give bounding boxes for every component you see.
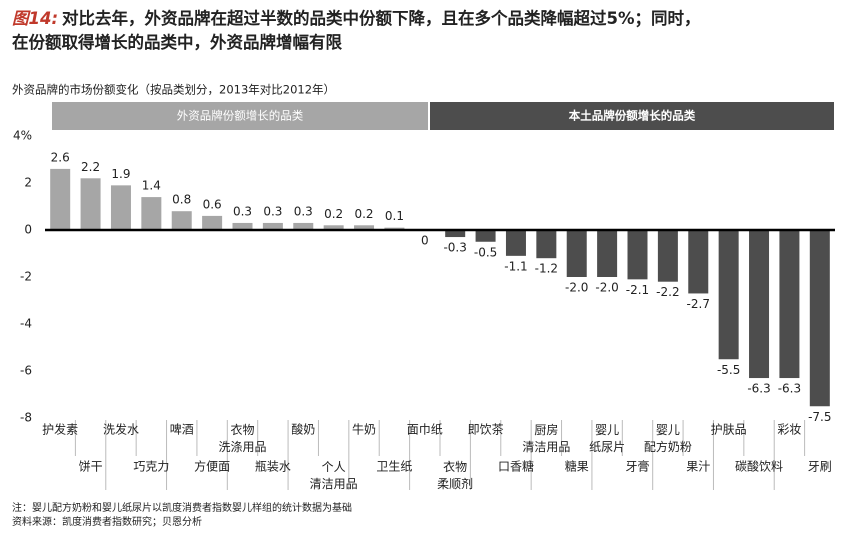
bar — [536, 230, 557, 259]
value-label: 0.3 — [263, 204, 282, 218]
value-label: -0.3 — [443, 241, 466, 255]
bar — [779, 230, 800, 379]
bar — [80, 178, 101, 230]
value-label: 1.9 — [111, 167, 130, 181]
x-tick-label: 卫生纸 — [376, 460, 412, 474]
bar — [445, 230, 466, 238]
value-label: -7.5 — [808, 410, 831, 424]
value-label: 0.8 — [172, 193, 191, 207]
group-label: 本土品牌份额增长的品类 — [569, 109, 696, 123]
value-label: 2.6 — [51, 150, 70, 164]
bar — [262, 222, 283, 230]
value-label: -6.3 — [778, 382, 801, 396]
x-tick-label: 婴儿纸尿片 — [589, 423, 625, 454]
bar — [809, 230, 830, 407]
x-tick-label: 婴儿配方奶粉 — [644, 423, 692, 454]
note: 注：婴儿配方奶粉和婴儿纸尿片以凯度消费者指数婴儿样组的统计数据为基础 — [12, 501, 352, 514]
value-label: -0.5 — [474, 245, 497, 259]
x-tick-label: 碳酸饮料 — [735, 459, 783, 474]
bar — [657, 230, 678, 282]
value-label: 0.3 — [233, 204, 252, 218]
bar — [171, 211, 192, 230]
value-label: -2.0 — [565, 281, 588, 295]
bar — [749, 230, 770, 379]
chart-title: 对比去年，外资品牌在超过半数的品类中份额下降，且在多个品类降幅超过5%；同时，在… — [12, 8, 701, 52]
y-tick-label: -8 — [20, 411, 32, 425]
group-band — [52, 102, 428, 130]
y-tick-label: 0 — [24, 223, 32, 237]
bar — [202, 215, 223, 230]
x-tick-label: 方便面 — [194, 459, 230, 474]
value-label: -1.1 — [504, 259, 527, 273]
x-tick-label: 厨房清洁用品 — [522, 422, 570, 454]
value-label: 0 — [421, 234, 429, 248]
bar — [354, 225, 375, 230]
x-tick-label: 口香糖 — [498, 459, 534, 474]
value-label: -2.7 — [687, 297, 710, 311]
bar — [718, 230, 739, 360]
x-tick-label: 即饮茶 — [468, 422, 504, 437]
bar — [688, 230, 709, 294]
x-tick-label: 个人清洁用品 — [310, 460, 358, 491]
bar — [141, 197, 162, 230]
x-tick-label: 彩妆 — [777, 423, 801, 437]
value-label: 0.1 — [385, 209, 404, 223]
x-tick-label: 糖果 — [565, 459, 589, 474]
value-label: -2.1 — [626, 283, 649, 297]
value-label: 0.3 — [294, 204, 313, 218]
value-label: 0.6 — [203, 197, 222, 211]
x-tick-label: 牙膏 — [625, 459, 649, 474]
bar — [627, 230, 648, 280]
source: 资料来源：凯度消费者指数研究；贝恩分析 — [12, 515, 202, 528]
x-tick-label: 牙刷 — [808, 460, 832, 474]
bar — [323, 225, 344, 230]
value-label: 2.2 — [81, 160, 100, 174]
x-tick-label: 护发素 — [42, 422, 78, 437]
value-label: 0.2 — [354, 207, 373, 221]
x-tick-label: 衣物洗涤用品 — [218, 422, 266, 454]
y-tick-label: -2 — [20, 270, 32, 284]
bar — [475, 230, 496, 242]
y-tick-label: -6 — [20, 364, 32, 378]
bar — [110, 185, 131, 230]
title-prefix: 图14: — [12, 9, 58, 28]
value-label: 0.2 — [324, 207, 343, 221]
value-label: 1.4 — [142, 179, 161, 193]
y-tick-label: 4% — [13, 129, 32, 143]
y-tick-label: -4 — [20, 317, 32, 331]
x-tick-label: 啤酒 — [170, 422, 194, 437]
chart-subtitle: 外资品牌的市场份额变化（按品类划分，2013年对比2012年） — [12, 83, 335, 97]
value-label: -2.0 — [595, 281, 618, 295]
x-tick-label: 酸奶 — [291, 422, 315, 437]
x-tick-label: 巧克力 — [133, 460, 169, 474]
y-tick-label: 2 — [24, 176, 32, 190]
x-tick-label: 面巾纸 — [407, 423, 443, 437]
group-label: 外资品牌份额增长的品类 — [177, 109, 304, 123]
x-tick-label: 衣物柔顺剂 — [437, 459, 473, 491]
x-tick-label: 果汁 — [686, 460, 710, 474]
x-tick-label: 护肤品 — [711, 422, 747, 437]
value-label: -2.2 — [656, 285, 679, 299]
value-label: -6.3 — [747, 382, 770, 396]
bar — [50, 168, 71, 230]
x-tick-label: 牛奶 — [352, 422, 376, 437]
x-tick-label: 瓶装水 — [255, 460, 291, 474]
bar — [566, 230, 587, 277]
value-label: -1.2 — [535, 262, 558, 276]
bar — [232, 222, 253, 230]
value-label: -5.5 — [717, 363, 740, 377]
group-band — [430, 102, 834, 130]
x-tick-label: 洗发水 — [103, 422, 139, 437]
bar — [597, 230, 618, 277]
x-tick-label: 饼干 — [79, 460, 103, 474]
bar — [505, 230, 526, 256]
bar — [293, 222, 314, 230]
